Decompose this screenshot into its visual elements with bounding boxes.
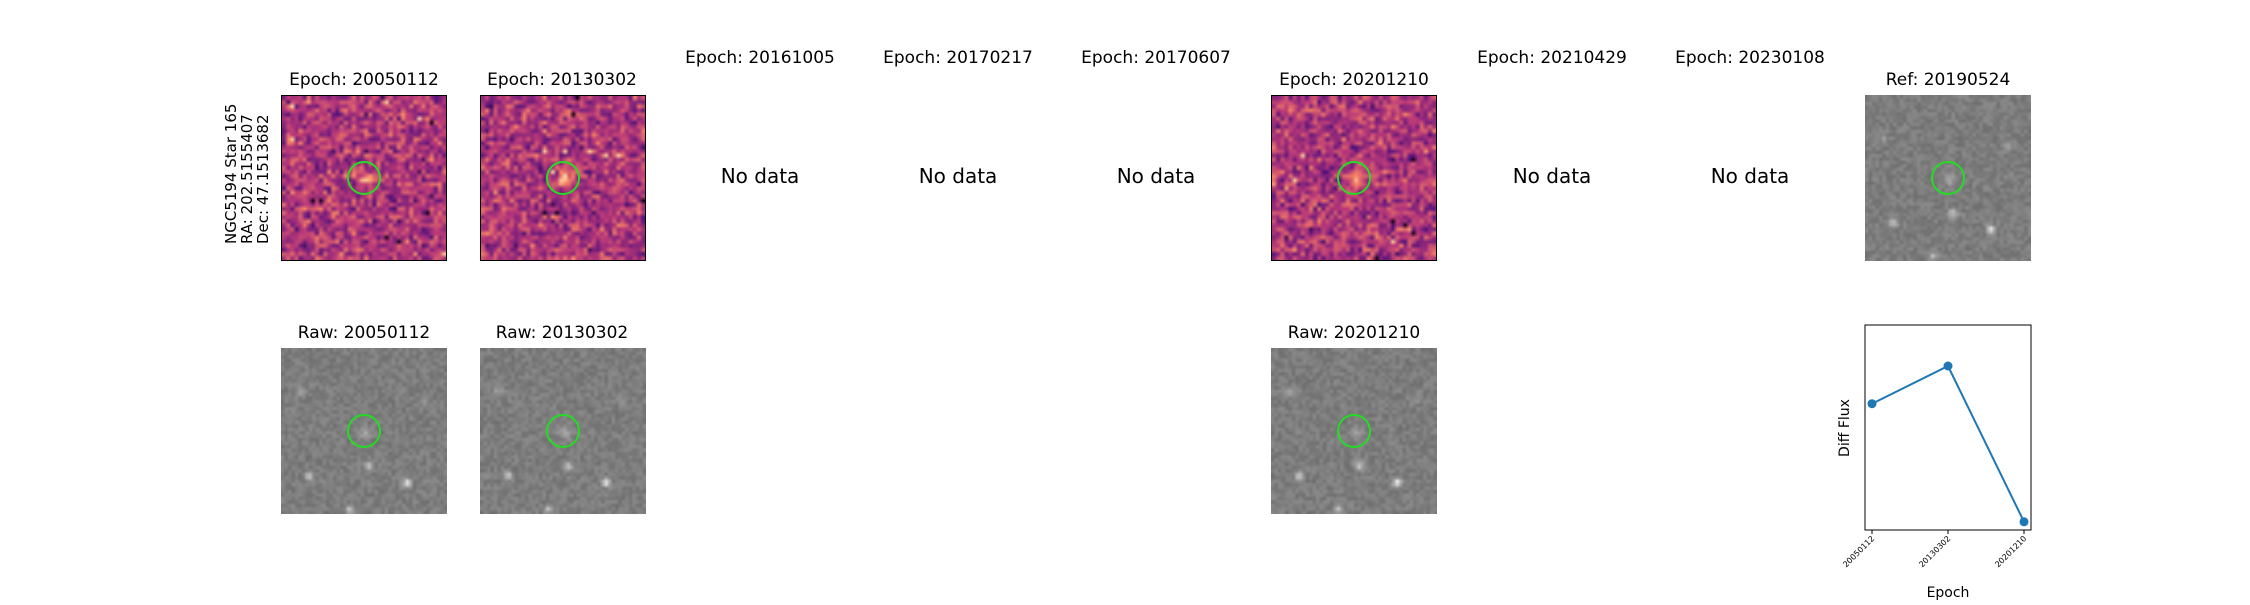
diff-title-5: Epoch: 20201210 xyxy=(1279,70,1429,90)
star-dec: Dec: 47.1513682 xyxy=(254,114,272,244)
no-data-20170607: No data xyxy=(1116,164,1196,188)
target-circle xyxy=(1337,414,1371,448)
data-point-20130302 xyxy=(1943,361,1953,371)
light-curve-chart: 20050112 20130302 20201210 Diff Flux Epoch xyxy=(1837,324,2032,601)
raw-image-20130302 xyxy=(480,348,646,514)
star-ra: RA: 202.5155407 xyxy=(238,114,256,244)
raw-image-20050112 xyxy=(281,348,447,514)
y-axis-label: Diff Flux xyxy=(1837,399,1853,457)
target-circle xyxy=(546,161,580,195)
ref-title: Ref: 20190524 xyxy=(1885,70,2011,90)
diff-image-20130302 xyxy=(480,95,646,261)
diff-image-20201210 xyxy=(1271,95,1437,261)
target-circle xyxy=(1337,161,1371,195)
diff-title-0: Epoch: 20050112 xyxy=(289,70,439,90)
no-data-20170217: No data xyxy=(918,164,998,188)
no-data-20210429: No data xyxy=(1512,164,1592,188)
star-name: NGC5194 Star 165 xyxy=(222,103,240,244)
diff-title-4: Epoch: 20170607 xyxy=(1081,48,1231,68)
data-point-20050112 xyxy=(1867,399,1877,409)
raw-title-0: Raw: 20050112 xyxy=(297,323,431,343)
x-tick-label: 20050112 xyxy=(1841,534,1876,569)
target-circle xyxy=(347,414,381,448)
series-line xyxy=(1871,364,2025,523)
star-label: NGC5194 Star 165 RA: 202.5155407 Dec: 47… xyxy=(222,103,272,244)
series-points xyxy=(1867,361,2029,527)
x-ticks: 20050112 20130302 20201210 xyxy=(1841,530,2028,569)
diff-title-7: Epoch: 20230108 xyxy=(1675,48,1825,68)
no-data-20161005: No data xyxy=(720,164,800,188)
plot-frame xyxy=(1864,324,2032,531)
x-axis-label: Epoch xyxy=(1927,585,1970,601)
diff-title-1: Epoch: 20130302 xyxy=(487,70,637,90)
diff-image-20050112 xyxy=(281,95,447,261)
no-data-20230108: No data xyxy=(1710,164,1790,188)
raw-title-2: Raw: 20201210 xyxy=(1287,323,1421,343)
data-point-20201210 xyxy=(2019,517,2029,527)
target-circle xyxy=(1931,161,1965,195)
diff-title-2: Epoch: 20161005 xyxy=(685,48,835,68)
raw-title-1: Raw: 20130302 xyxy=(495,323,629,343)
diff-title-6: Epoch: 20210429 xyxy=(1477,48,1627,68)
ref-image-20190524 xyxy=(1865,95,2031,261)
target-circle xyxy=(546,414,580,448)
x-tick-label: 20130302 xyxy=(1917,534,1952,569)
x-tick-label: 20201210 xyxy=(1993,534,2028,569)
raw-image-20201210 xyxy=(1271,348,1437,514)
diff-title-3: Epoch: 20170217 xyxy=(883,48,1033,68)
target-circle xyxy=(347,161,381,195)
